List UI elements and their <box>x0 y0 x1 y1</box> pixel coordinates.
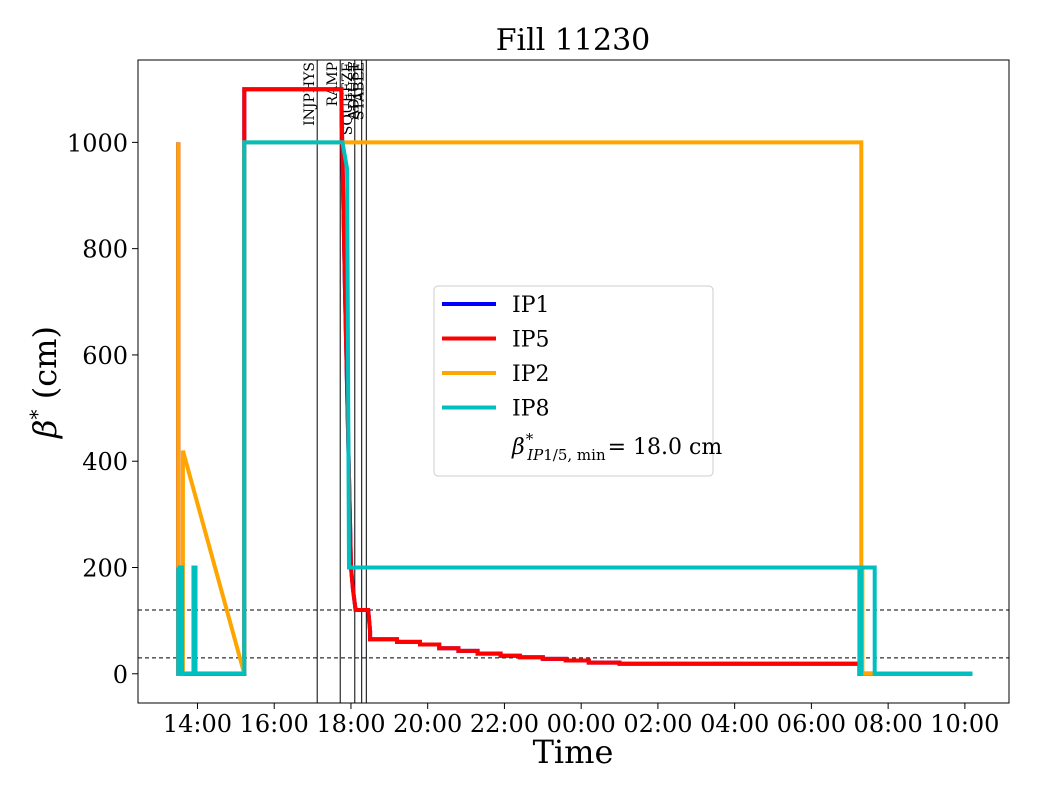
legend-box <box>433 285 714 477</box>
x-tick-label: 06:00 <box>777 710 846 738</box>
legend-label-ip8: IP8 <box>512 397 550 422</box>
legend-label-ip2: IP2 <box>512 362 550 387</box>
y-tick-label: 1000 <box>67 129 128 157</box>
x-tick-label: 00:00 <box>547 710 616 738</box>
x-tick-label: 10:00 <box>930 710 999 738</box>
y-axis-label: β* (cm) <box>25 326 64 439</box>
phase-label-adjust: ADJUST <box>347 61 363 120</box>
x-axis-label: Time <box>533 733 614 771</box>
x-tick-label: 08:00 <box>854 710 923 738</box>
phase-label-ramp: RAMP <box>325 62 341 106</box>
legend-label-ip5: IP5 <box>512 328 550 353</box>
x-tick-label: 20:00 <box>393 710 462 738</box>
x-tick-label: 16:00 <box>240 710 309 738</box>
series-line-ip8 <box>176 140 973 676</box>
legend-note-beta-min: β* IP1/5, min= 18.0 cm <box>511 430 722 464</box>
x-tick-label: 22:00 <box>470 710 539 738</box>
phase-label-injphys: INJPHYS <box>302 62 318 126</box>
x-tick-label: 04:00 <box>700 710 769 738</box>
plot-frame <box>137 59 1010 704</box>
y-tick-label: 400 <box>82 448 128 476</box>
legend-label-ip1: IP1 <box>512 293 550 318</box>
phase-label-squeeze: SQUEEZE <box>340 62 356 135</box>
x-axis: 14:00 16:00 18:00 20:00 22:00 00:00 02:00 04:00… <box>163 703 999 738</box>
y-tick-label: 0 <box>113 661 128 689</box>
y-tick-label: 800 <box>82 236 128 264</box>
phase-label-stable: STABLE <box>351 62 367 120</box>
x-tick-label: 18:00 <box>316 710 385 738</box>
y-tick-label: 200 <box>82 554 128 582</box>
legend: IP1 IP5 IP2 IP8 β* IP1/5, min= 18.0 cm <box>433 285 722 477</box>
y-tick-label: 600 <box>82 342 128 370</box>
chart-title: Fill 11230 <box>496 23 651 58</box>
x-tick-label: 02:00 <box>623 710 692 738</box>
y-axis: 0 200 400 600 800 1000 <box>67 129 138 689</box>
x-tick-label: 14:00 <box>163 710 232 738</box>
